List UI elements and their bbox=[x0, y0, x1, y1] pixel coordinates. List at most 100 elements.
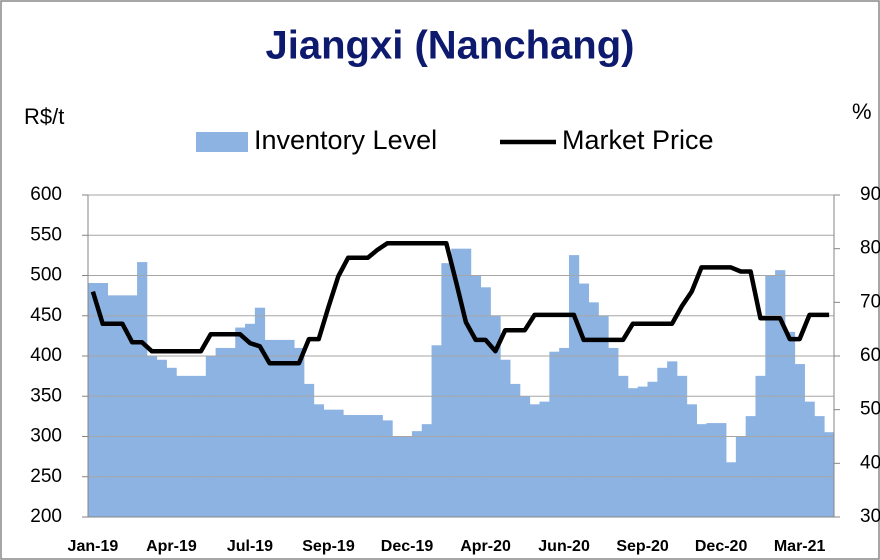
bar bbox=[706, 423, 717, 517]
y2-axis-label: % bbox=[852, 99, 872, 124]
bar bbox=[824, 432, 835, 517]
y-tick-label: 200 bbox=[30, 506, 62, 527]
bar bbox=[696, 424, 707, 517]
bar bbox=[97, 283, 109, 517]
bar bbox=[500, 359, 511, 517]
bar bbox=[264, 339, 275, 517]
bar bbox=[519, 396, 531, 517]
bar bbox=[686, 404, 697, 517]
y2-tick-label: 30 bbox=[860, 506, 880, 527]
bar bbox=[313, 404, 324, 517]
x-tick-label: Apr-20 bbox=[460, 538, 511, 555]
bar bbox=[814, 416, 825, 517]
bar bbox=[284, 339, 295, 517]
x-tick-label: Apr-19 bbox=[146, 538, 197, 555]
line bbox=[90, 241, 830, 366]
x-tick-label: Jul-19 bbox=[227, 538, 273, 555]
y-tick-label: 350 bbox=[30, 385, 62, 406]
bar bbox=[215, 347, 226, 517]
bar bbox=[156, 359, 167, 517]
legend-swatch bbox=[196, 132, 248, 152]
y2-tick-label: 50 bbox=[860, 399, 880, 420]
bar bbox=[225, 347, 236, 517]
bar bbox=[127, 295, 138, 517]
bar bbox=[382, 420, 393, 517]
bar bbox=[88, 283, 99, 517]
bar bbox=[529, 404, 540, 517]
y2-tick-label: 60 bbox=[860, 345, 880, 366]
bar bbox=[559, 347, 570, 517]
bar bbox=[637, 386, 648, 517]
bar bbox=[294, 347, 305, 517]
y2-tick-label: 40 bbox=[860, 452, 880, 473]
bar bbox=[627, 388, 639, 517]
bar bbox=[274, 339, 285, 517]
x-tick-label: Mar-21 bbox=[774, 538, 826, 555]
bar bbox=[804, 401, 815, 517]
bar bbox=[539, 401, 550, 517]
bar bbox=[490, 315, 501, 517]
y2-tick-label: 90 bbox=[860, 184, 880, 205]
x-tick-label: Dec-19 bbox=[381, 538, 434, 555]
bar bbox=[647, 381, 658, 517]
bar bbox=[411, 431, 423, 517]
y-axis-label: R$/t bbox=[24, 104, 64, 129]
bar bbox=[588, 302, 599, 517]
bar bbox=[598, 315, 609, 517]
bar bbox=[166, 367, 177, 517]
x-tick-label: Jan-19 bbox=[68, 538, 119, 555]
bar bbox=[510, 383, 521, 517]
bar bbox=[461, 248, 472, 517]
bar bbox=[254, 307, 266, 517]
bar bbox=[245, 323, 256, 517]
bar bbox=[608, 347, 619, 517]
bar bbox=[568, 255, 580, 517]
chart-title: Jiangxi (Nanchang) bbox=[266, 24, 635, 68]
bar bbox=[186, 375, 197, 517]
y-tick-label: 250 bbox=[30, 466, 62, 487]
y-tick-label: 500 bbox=[30, 265, 62, 286]
bar bbox=[745, 416, 756, 517]
y2-tick-label: 70 bbox=[860, 291, 880, 312]
bar bbox=[657, 367, 668, 517]
bar bbox=[667, 361, 678, 517]
x-tick-label: Jun-20 bbox=[538, 538, 590, 555]
x-tick-label: Sep-20 bbox=[616, 538, 669, 555]
bar bbox=[726, 462, 737, 517]
bar bbox=[755, 375, 766, 517]
bar bbox=[784, 331, 796, 517]
bar bbox=[195, 375, 207, 517]
bar bbox=[137, 262, 148, 517]
bar bbox=[716, 423, 727, 517]
bar bbox=[176, 375, 187, 517]
legend-label: Market Price bbox=[562, 125, 714, 155]
bar bbox=[303, 383, 315, 517]
bar bbox=[117, 295, 128, 517]
bar bbox=[431, 345, 442, 517]
x-tick-label: Sep-19 bbox=[302, 538, 355, 555]
bar bbox=[421, 424, 432, 517]
bar bbox=[451, 248, 462, 517]
bar bbox=[618, 375, 629, 517]
legend-label: Inventory Level bbox=[254, 125, 437, 155]
bar bbox=[235, 327, 246, 517]
bar bbox=[480, 287, 491, 517]
bar bbox=[372, 415, 383, 517]
bar bbox=[578, 283, 590, 517]
bar bbox=[333, 409, 344, 517]
bar bbox=[441, 263, 452, 517]
bar bbox=[549, 351, 560, 517]
y-tick-label: 300 bbox=[30, 426, 62, 447]
bar bbox=[775, 270, 786, 517]
y2-tick-label: 80 bbox=[860, 238, 880, 259]
bar bbox=[353, 415, 364, 517]
bar bbox=[107, 295, 118, 517]
x-tick-label: Dec-20 bbox=[695, 538, 748, 555]
y-tick-label: 400 bbox=[30, 345, 62, 366]
bar bbox=[362, 415, 374, 517]
bar bbox=[343, 415, 354, 517]
bar bbox=[323, 409, 334, 517]
y-tick-label: 550 bbox=[30, 224, 62, 245]
